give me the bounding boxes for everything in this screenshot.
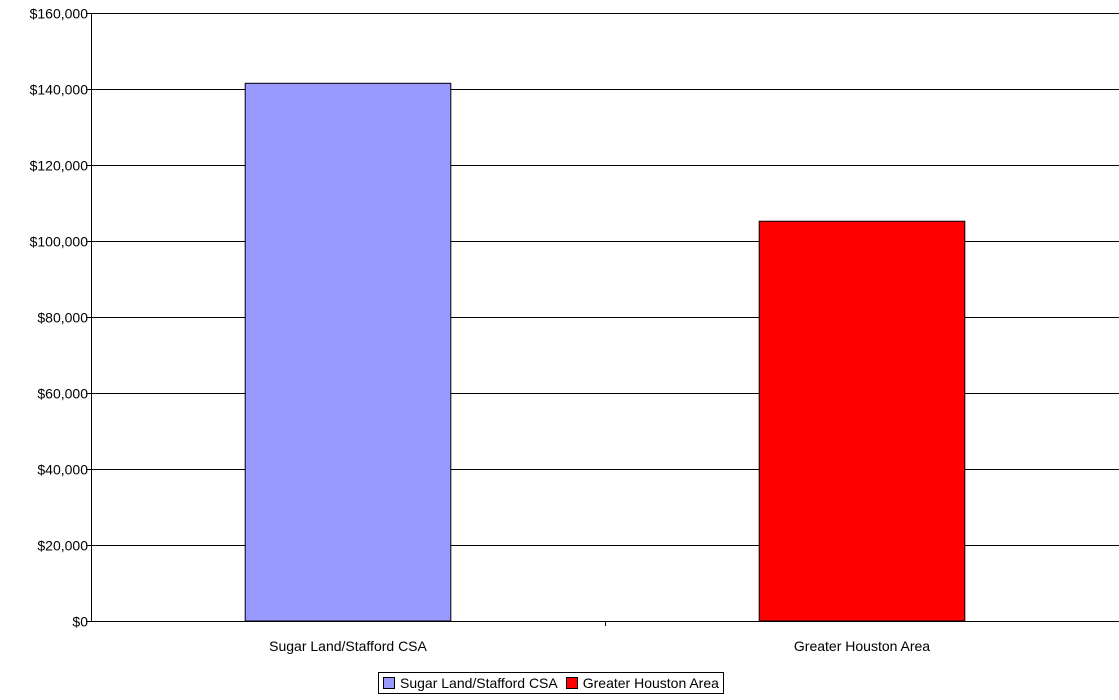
x-tick-labels: Sugar Land/Stafford CSA Greater Houston A… (269, 638, 930, 654)
legend-swatch-sugar-land (383, 677, 395, 689)
y-tick-label: $80,000 (37, 310, 88, 326)
legend-item-greater-houston: Greater Houston Area (565, 675, 719, 691)
y-tick-label: $140,000 (30, 82, 89, 98)
bar-0 (244, 82, 452, 622)
legend-item-sugar-land: Sugar Land/Stafford CSA (383, 675, 558, 691)
legend-swatch-greater-houston (565, 677, 578, 689)
legend-label-sugar-land: Sugar Land/Stafford CSA (400, 675, 558, 691)
y-tick-label: $20,000 (37, 538, 88, 554)
axes (86, 13, 1119, 626)
y-tick-label: $0 (72, 614, 88, 630)
y-tick-label: $120,000 (30, 158, 89, 174)
legend-label-greater-houston: Greater Houston Area (582, 675, 719, 691)
bars (244, 82, 966, 622)
y-tick-labels: $0 $20,000 $40,000 $60,000 $80,000 $100,000 $1… (30, 6, 89, 630)
bar-1 (758, 220, 966, 622)
y-tick-label: $40,000 (37, 462, 88, 478)
x-tick-label: Greater Houston Area (794, 638, 930, 654)
y-tick-label: $160,000 (30, 6, 89, 22)
y-tick-label: $60,000 (37, 386, 88, 402)
y-tick-label: $100,000 (30, 234, 89, 250)
x-tick-label: Sugar Land/Stafford CSA (269, 638, 427, 654)
legend: Sugar Land/Stafford CSA Greater Houston … (378, 672, 724, 694)
